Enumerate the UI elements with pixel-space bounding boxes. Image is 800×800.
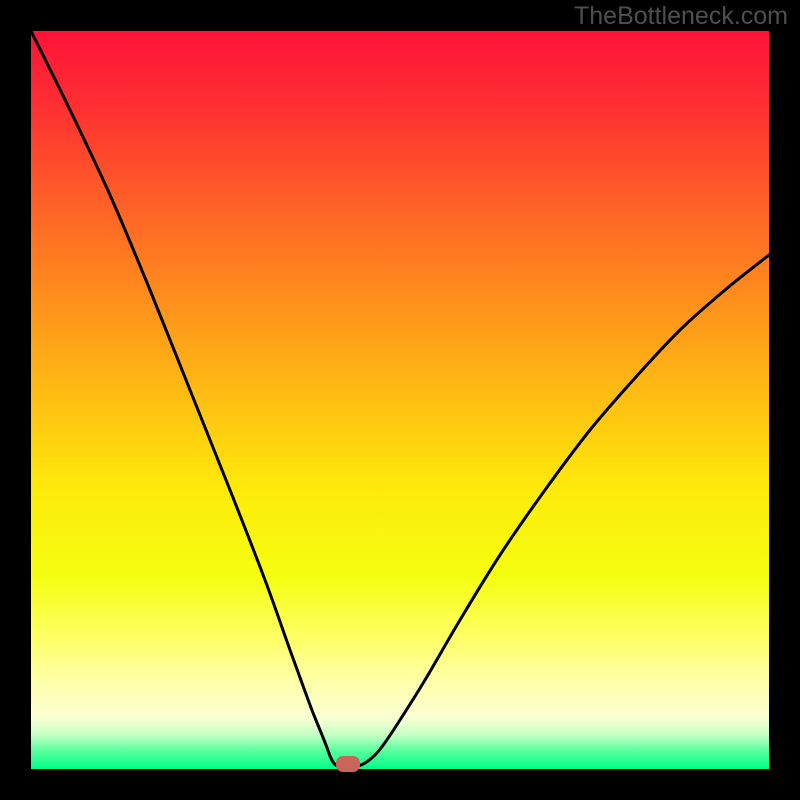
chart-canvas: TheBottleneck.com <box>0 0 800 800</box>
watermark-text: TheBottleneck.com <box>574 2 788 31</box>
bottleneck-chart <box>0 0 800 800</box>
plot-background <box>31 31 769 769</box>
optimum-marker <box>336 756 360 772</box>
